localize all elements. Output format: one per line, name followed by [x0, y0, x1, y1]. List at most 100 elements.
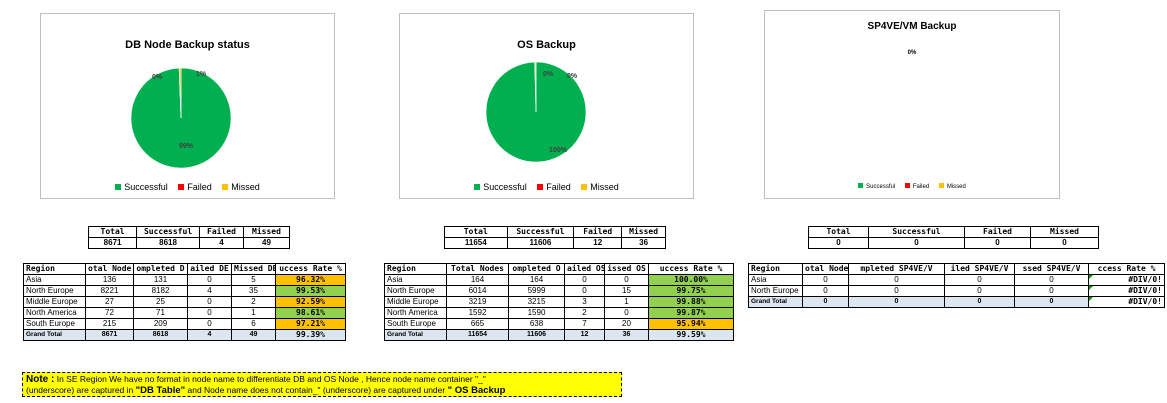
table-cell: 0: [1014, 296, 1089, 308]
region-cell: North America: [23, 307, 86, 319]
table-cell: 8221: [85, 285, 134, 297]
summary-header: Missed: [242, 226, 291, 238]
success-rate-cell: 99.87%: [648, 307, 734, 319]
table-cell: 0: [604, 307, 649, 319]
table-cell: 0: [1014, 285, 1089, 297]
note-db-table: "DB Table": [135, 385, 186, 396]
table-cell: 8671: [85, 329, 134, 341]
table-cell: 3215: [508, 296, 565, 308]
summary-value: 36: [621, 237, 666, 249]
error-indicator-icon: [1089, 297, 1093, 301]
column-header: Region: [384, 263, 447, 275]
summary-value: 4: [198, 237, 244, 249]
table-cell: 5999: [508, 285, 565, 297]
summary-value: 11654: [444, 237, 508, 249]
table-cell: 2: [564, 307, 605, 319]
success-rate-cell: 98.61%: [275, 307, 346, 319]
table-cell: 11654: [446, 329, 509, 341]
column-header: Region: [748, 263, 803, 275]
table-cell: 71: [133, 307, 188, 319]
table-cell: 136: [85, 274, 134, 286]
table-cell: 0: [604, 274, 649, 286]
success-rate-cell: 96.32%: [275, 274, 346, 286]
table-cell: 36: [604, 329, 649, 341]
region-cell: Asia: [23, 274, 86, 286]
legend-swatch: [858, 183, 864, 188]
success-rate-cell: 99.53%: [275, 285, 346, 297]
table-cell: 20: [604, 318, 649, 330]
region-cell: Middle Europe: [384, 296, 447, 308]
table-cell: 72: [85, 307, 134, 319]
note-label: Note :: [26, 374, 55, 385]
summary-value: 11606: [506, 237, 575, 249]
chart-title: SP4VE/VM Backup: [867, 21, 957, 32]
table-cell: 0: [802, 274, 849, 286]
table-row: South Europe 215 209 0 6 97.21%: [23, 318, 346, 330]
note-text: In SE Region We have no format in node n…: [56, 374, 486, 384]
table-cell: 638: [508, 318, 565, 330]
pie-data-label: 0%: [543, 71, 554, 78]
legend-swatch: [178, 183, 185, 190]
region-cell: Grand Total: [384, 329, 447, 341]
summary-value-row: 11654 11606 12 36: [444, 237, 666, 249]
column-header: otal Node: [85, 263, 134, 275]
summary-header-row: Total Successful Failed Missed: [444, 226, 666, 238]
table-row: Middle Europe 27 25 0 2 92.59%: [23, 296, 346, 308]
table-cell: 3: [564, 296, 605, 308]
table-row: North Europe 8221 8182 4 35 99.53%: [23, 285, 346, 297]
table-cell: 1: [231, 307, 276, 319]
summary-header: Successful: [506, 226, 575, 238]
success-rate-cell: #DIV/0!: [1088, 285, 1165, 297]
table-cell: 0: [848, 285, 945, 297]
summary-header: Total: [87, 226, 138, 238]
table-cell: 0: [187, 296, 232, 308]
table-row: North Europe 6014 5999 0 15 99.75%: [384, 285, 734, 297]
summary-value: 0: [964, 237, 1031, 249]
pie-data-label: 0%: [152, 74, 163, 81]
grand-total-row: Grand Total 0 0 0 0 #DIV/0!: [748, 296, 1165, 308]
table-cell: 0: [944, 285, 1015, 297]
region-cell: Asia: [384, 274, 447, 286]
summary-header-row: Total Successful Failed Missed: [87, 226, 291, 238]
table-cell: 2: [231, 296, 276, 308]
table-cell: 1592: [446, 307, 509, 319]
note-line-2: (underscore) are captured in "DB Table" …: [26, 385, 618, 396]
summary-header: Successful: [868, 226, 965, 238]
table-cell: 6014: [446, 285, 509, 297]
success-rate-cell: 97.21%: [275, 318, 346, 330]
legend-successful: Successful: [115, 182, 168, 192]
chart-legend: Successful Failed Missed: [400, 182, 693, 192]
region-cell: South Europe: [384, 318, 447, 330]
summary-value: 0: [808, 237, 869, 249]
column-header: issed OS: [604, 263, 649, 275]
summary-header: Failed: [198, 226, 244, 238]
summary-header: Total: [444, 226, 508, 238]
table-cell: 8618: [133, 329, 188, 341]
column-header: ssed SP4VE/V: [1014, 263, 1089, 275]
summary-value: 0: [868, 237, 965, 249]
chart-title: DB Node Backup status: [125, 39, 250, 51]
table-cell: 4: [187, 329, 232, 341]
success-rate-cell: 95.94%: [648, 318, 734, 330]
region-cell: North America: [384, 307, 447, 319]
os-backup-chart: OS Backup 100% 0% 0% Successful Failed Mis…: [399, 13, 694, 199]
table-cell: 6: [231, 318, 276, 330]
chart-legend: Successful Failed Missed: [41, 182, 334, 192]
column-header: uccess Rate %: [275, 263, 346, 275]
table-cell: 0: [848, 274, 945, 286]
db-summary-table: Total Successful Failed Missed 8671 8618…: [87, 226, 291, 249]
legend-failed: Failed: [904, 183, 929, 190]
column-header: ailed OS: [564, 263, 605, 275]
legend-missed: Missed: [222, 182, 260, 192]
table-cell: 164: [508, 274, 565, 286]
column-header: mpleted SP4VE/V: [848, 263, 945, 275]
legend-swatch: [904, 183, 910, 188]
table-cell: 665: [446, 318, 509, 330]
table-cell: 0: [848, 296, 945, 308]
table-cell: 0: [802, 285, 849, 297]
table-cell: 0: [944, 274, 1015, 286]
empty-pie-label: 0%: [907, 50, 917, 56]
table-cell: 3219: [446, 296, 509, 308]
grand-total-row: Grand Total 11654 11606 12 36 99.59%: [384, 329, 734, 341]
pie-data-label: 0%: [567, 73, 578, 80]
